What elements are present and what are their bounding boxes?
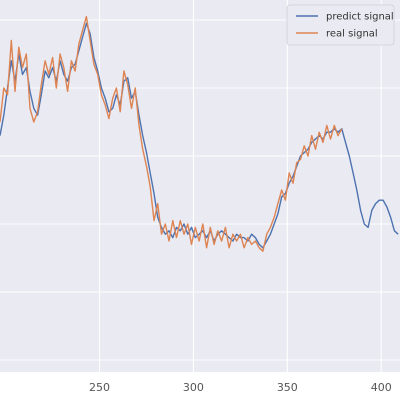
x-tick-label: 300 [183, 381, 204, 394]
x-tick-label: 400 [371, 381, 392, 394]
series-layer [0, 15, 399, 252]
x-tick-label: 250 [89, 381, 110, 394]
series-line-predict-signal [0, 22, 399, 249]
legend-box [286, 4, 395, 46]
legend-label-real: real signal [326, 29, 378, 40]
legend-label-predict: predict signal [326, 12, 394, 23]
plot-background [0, 0, 400, 372]
legend: predict signal real signal [286, 4, 395, 46]
x-tick-label: 350 [277, 381, 298, 394]
x-axis-ticks: 250 300 350 400 [89, 381, 392, 394]
series-line-real-signal [0, 15, 343, 252]
